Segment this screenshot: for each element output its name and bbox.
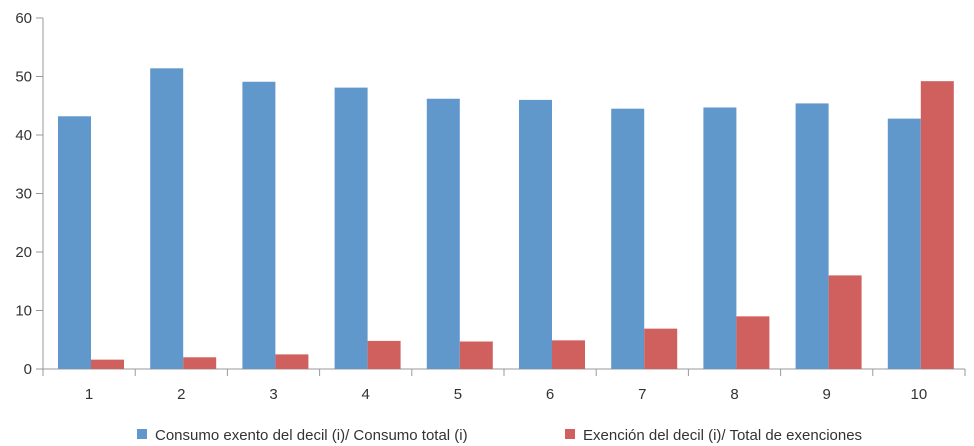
bar-series-2-decil-6 [552,340,585,369]
bar-series-2-decil-8 [736,316,770,369]
bar-series-1-decil-7 [611,108,645,370]
bar-series-2-decil-9 [828,275,862,369]
x-tick-label: 10 [911,386,928,403]
bar-series-2-decil-1 [91,359,124,369]
x-tick-label: 2 [177,386,185,403]
y-tick-label: 0 [24,361,32,378]
x-tick-label: 9 [823,386,831,403]
x-tick-label: 6 [546,386,554,403]
bar-series-1-decil-1 [58,116,91,369]
bars [58,68,954,370]
bar-series-1-decil-6 [519,99,552,370]
bar-series-2-decil-4 [367,340,401,369]
bar-series-1-decil-9 [795,103,829,369]
bar-series-1-decil-2 [150,68,184,369]
legend: Consumo exento del decil (i)/ Consumo to… [137,427,862,444]
bar-series-2-decil-2 [183,357,217,369]
legend-swatch-series-2 [565,429,575,439]
y-tick-label: 60 [15,10,32,27]
bar-series-1-decil-4 [334,87,368,370]
x-tick-label: 5 [454,386,462,403]
x-tick-label: 7 [638,386,646,403]
y-tick-label: 10 [15,303,32,320]
bar-series-2-decil-10 [920,81,954,370]
legend-swatch-series-1 [137,429,147,439]
x-tick-label: 4 [362,386,370,403]
bar-series-2-decil-3 [275,354,309,369]
y-tick-label: 40 [15,127,32,144]
y-tick-label: 30 [15,186,32,203]
x-tick-label: 8 [730,386,738,403]
y-tick-label: 50 [15,69,32,86]
legend-label-series-1: Consumo exento del decil (i)/ Consumo to… [155,427,468,444]
bar-series-2-decil-5 [459,341,493,369]
bar-series-2-decil-7 [644,328,678,369]
bar-series-1-decil-5 [426,98,460,369]
bar-series-1-decil-8 [703,107,737,369]
x-tick-label: 1 [85,386,93,403]
x-axis: 1 2 3 4 5 6 7 8 9 10 [42,368,966,403]
y-axis: 0 10 20 30 40 50 60 [15,10,44,378]
bar-series-1-decil-10 [887,118,921,370]
x-tick-label: 3 [269,386,277,403]
legend-label-series-2: Exención del decil (i)/ Total de exencio… [583,427,862,444]
y-tick-label: 20 [15,244,32,261]
bar-series-1-decil-3 [242,81,276,369]
